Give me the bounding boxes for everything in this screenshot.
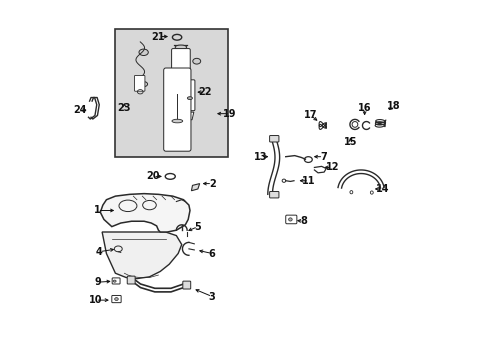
Text: 18: 18	[386, 102, 399, 112]
Ellipse shape	[192, 58, 200, 64]
Text: 15: 15	[343, 138, 356, 147]
FancyBboxPatch shape	[163, 68, 191, 151]
Ellipse shape	[115, 298, 118, 301]
Text: 11: 11	[302, 176, 315, 186]
Text: 9: 9	[94, 277, 101, 287]
Text: 8: 8	[300, 216, 306, 226]
FancyBboxPatch shape	[183, 281, 190, 289]
Polygon shape	[102, 232, 182, 279]
FancyBboxPatch shape	[184, 80, 195, 111]
Text: 12: 12	[325, 162, 338, 172]
Ellipse shape	[113, 280, 116, 282]
Text: 13: 13	[253, 152, 267, 162]
Text: 4: 4	[96, 247, 102, 257]
Ellipse shape	[140, 82, 147, 87]
Text: 14: 14	[375, 184, 388, 194]
Text: 3: 3	[208, 292, 215, 302]
Ellipse shape	[175, 45, 186, 49]
Text: 2: 2	[208, 179, 215, 189]
Text: 16: 16	[357, 103, 370, 113]
FancyBboxPatch shape	[112, 296, 121, 303]
Text: 19: 19	[223, 109, 236, 119]
Text: 22: 22	[198, 87, 211, 97]
Ellipse shape	[139, 49, 148, 55]
Text: 21: 21	[151, 32, 165, 41]
Text: 23: 23	[118, 103, 131, 113]
Polygon shape	[191, 184, 199, 191]
Text: 24: 24	[73, 105, 86, 115]
FancyBboxPatch shape	[171, 49, 190, 94]
Text: 17: 17	[304, 111, 317, 121]
Polygon shape	[100, 194, 190, 232]
Ellipse shape	[176, 93, 185, 96]
Polygon shape	[185, 112, 193, 120]
Ellipse shape	[288, 218, 292, 221]
Text: 5: 5	[194, 222, 201, 231]
FancyBboxPatch shape	[285, 215, 296, 224]
Text: 20: 20	[146, 171, 160, 181]
Text: 1: 1	[94, 206, 101, 216]
Ellipse shape	[177, 65, 184, 68]
Bar	[115, 30, 228, 157]
Text: 6: 6	[208, 248, 215, 258]
Text: 7: 7	[319, 152, 326, 162]
Ellipse shape	[187, 97, 192, 100]
FancyBboxPatch shape	[112, 278, 120, 284]
Ellipse shape	[172, 119, 183, 123]
FancyBboxPatch shape	[269, 135, 278, 142]
Text: 10: 10	[89, 295, 102, 305]
Ellipse shape	[177, 56, 184, 59]
FancyBboxPatch shape	[134, 76, 144, 91]
FancyBboxPatch shape	[269, 192, 278, 198]
FancyBboxPatch shape	[127, 276, 135, 284]
